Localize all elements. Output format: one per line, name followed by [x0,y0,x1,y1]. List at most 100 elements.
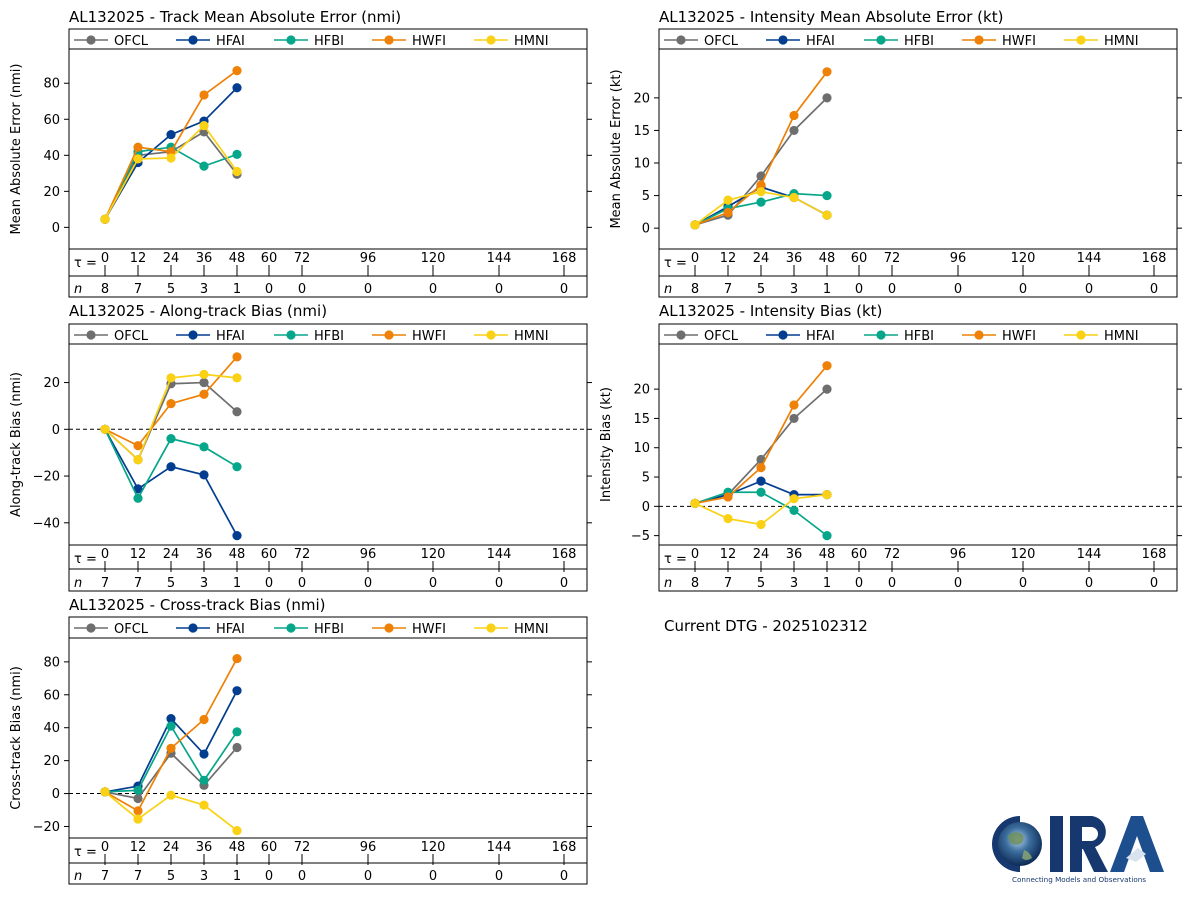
n-count-label: 0 [888,282,896,297]
data-point [789,494,799,504]
data-point [822,93,832,103]
n-row-label: n [74,869,82,884]
legend-entry-ofcl: OFCL [664,329,739,344]
tau-row-label: τ = [664,552,687,567]
y-tick-label: 20 [43,376,60,391]
n-count-label: 5 [167,576,175,591]
y-tick-label: 40 [43,721,60,736]
tau-tick-label: 12 [130,251,147,266]
tau-tick-label: 12 [130,547,147,562]
data-point [723,207,733,218]
data-point [232,462,242,472]
n-count-label: 1 [233,282,241,297]
tau-tick-label: 0 [101,251,109,266]
y-tick-label: 0 [52,423,60,438]
legend-marker [286,623,296,633]
legend-marker [876,35,886,45]
legend-entry-hwfi: HWFI [962,329,1036,344]
n-count-label: 0 [560,576,568,591]
series-hmni [690,490,832,530]
y-tick-label: −20 [33,470,60,485]
data-point [723,195,733,205]
n-count-label: 0 [265,576,273,591]
data-point [789,400,799,410]
tau-tick-label: 144 [1077,547,1102,562]
n-count-label: 7 [724,576,732,591]
legend-entry-hwfi: HWFI [372,329,446,344]
legend-label: HMNI [1104,329,1139,344]
legend-marker [384,330,394,340]
data-point [822,361,832,371]
tau-tick-label: 0 [691,251,699,266]
data-point [232,352,242,362]
legend-marker [286,330,296,340]
tau-tick-label: 0 [101,547,109,562]
y-tick-label: 15 [633,124,650,139]
data-point [723,492,733,502]
data-point [199,714,209,725]
tau-tick-label: 12 [130,840,147,855]
legend-marker [676,330,686,340]
legend-marker [1076,35,1086,45]
data-point [133,441,143,451]
chart-title: AL132025 - Track Mean Absolute Error (nm… [69,8,401,26]
data-point [166,434,176,444]
tau-tick-label: 96 [950,547,967,562]
legend-entry-hmni: HMNI [474,622,549,637]
chart-title: AL132025 - Intensity Mean Absolute Error… [659,8,1003,26]
tau-tick-label: 48 [819,547,836,562]
n-count-label: 0 [429,282,437,297]
tau-tick-label: 168 [1142,251,1167,266]
legend-entry-hfai: HFAI [176,34,245,49]
legend-marker [486,35,496,45]
n-count-label: 1 [823,282,831,297]
n-count-label: 3 [790,282,798,297]
y-tick-label: 0 [52,221,60,236]
legend-marker [676,35,686,45]
tau-tick-label: 72 [294,251,311,266]
legend-entry-hfai: HFAI [176,622,245,637]
series-line [104,724,238,793]
satellite-icon [1126,848,1146,862]
legend-label: HFAI [216,622,245,637]
legend-marker [486,623,496,633]
data-point [822,190,832,201]
tau-tick-label: 120 [421,840,446,855]
tau-tick-label: 144 [1077,251,1102,266]
tau-tick-label: 72 [294,547,311,562]
tau-tick-label: 120 [1011,251,1036,266]
legend-label: OFCL [114,622,149,637]
data-point [756,197,766,207]
legend-label: HMNI [514,34,549,49]
n-count-label: 0 [1150,282,1158,297]
legend-label: HFAI [216,34,245,49]
tau-tick-label: 48 [229,547,246,562]
tau-tick-label: 60 [261,840,278,855]
n-count-label: 1 [233,869,241,884]
y-tick-label: −5 [631,529,650,544]
n-count-label: 0 [1085,576,1093,591]
n-count-label: 0 [364,576,372,591]
tau-tick-label: 36 [786,251,803,266]
y-tick-label: 80 [43,77,60,92]
legend-label: HMNI [514,329,549,344]
data-point [166,721,176,731]
data-point [232,166,242,177]
series-hmni [690,187,832,230]
legend-entry-hwfi: HWFI [962,34,1036,49]
n-count-label: 7 [724,282,732,297]
data-point [690,220,700,230]
n-count-label: 0 [298,869,306,884]
n-count-label: 0 [1150,576,1158,591]
tau-tick-label: 36 [196,251,213,266]
series-hfbi [100,424,242,503]
tau-tick-label: 60 [261,251,278,266]
data-point [199,442,209,452]
data-point [133,154,143,164]
y-tick-label: 0 [642,500,650,515]
legend-marker [384,35,394,45]
n-count-label: 8 [101,282,109,297]
data-point [166,373,176,383]
y-axis-label: Along-track Bias (nmi) [9,372,24,517]
